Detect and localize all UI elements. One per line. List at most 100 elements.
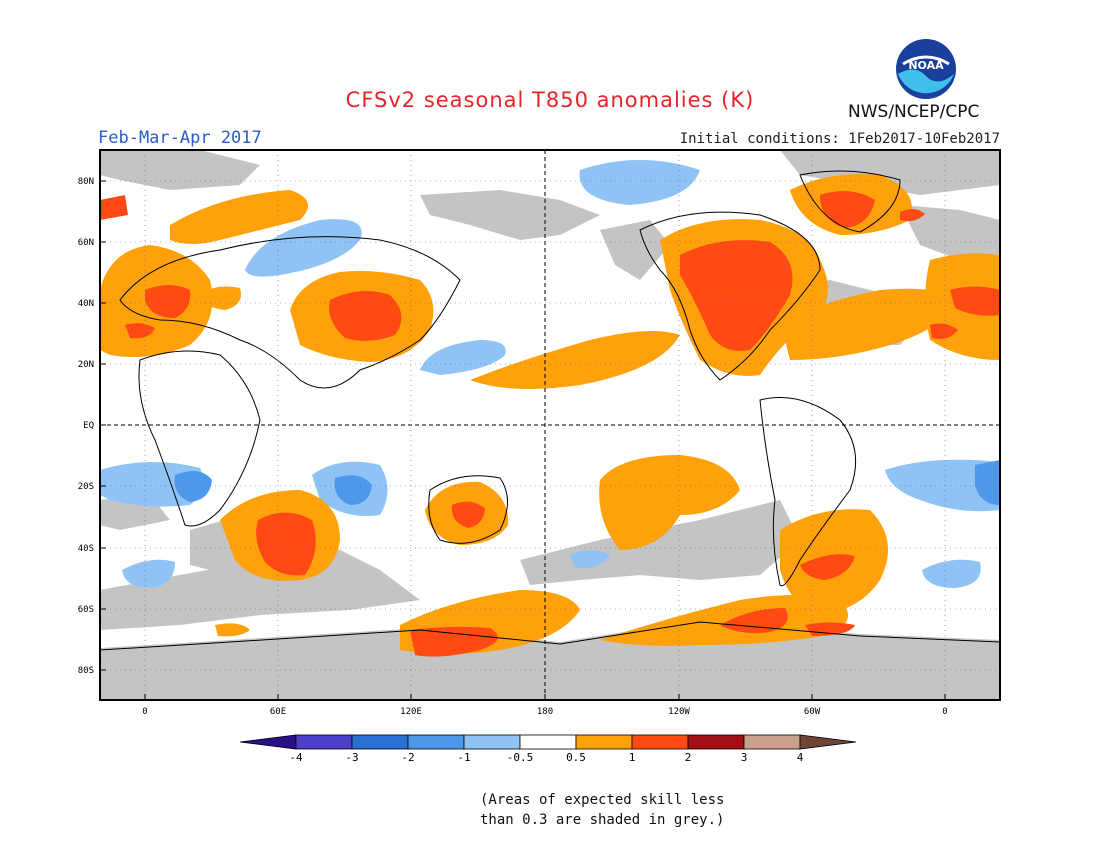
north-america-warm-core <box>680 240 793 351</box>
south-indian-cold-core <box>334 475 372 505</box>
lon-label: 120W <box>668 707 690 717</box>
north-atlantic-cold <box>245 219 362 277</box>
west-asia-warm <box>200 286 241 310</box>
north-atlantic-warm <box>780 288 960 360</box>
south-ocean-cold-east <box>922 559 981 588</box>
south-america-outline <box>759 397 857 587</box>
legend-arrow-right <box>799 734 857 750</box>
siberia-warm <box>170 190 308 244</box>
legend-swatch <box>407 734 465 750</box>
latitude-labels: 80N 60N 40N 20N EQ 20S 40S 60S 80S <box>78 177 106 676</box>
map-title: CFSv2 seasonal T850 anomalies (K) <box>345 88 755 112</box>
noaa-logo-text: NOAA <box>908 59 944 72</box>
warm-anomaly-medium <box>100 191 1000 657</box>
noaa-logo: NOAA <box>896 39 956 99</box>
legend-tick-label: -1 <box>457 751 470 764</box>
north-america-outline <box>639 211 821 381</box>
south-ocean-cold-west <box>122 559 175 588</box>
arctic-grey-east <box>780 150 1000 195</box>
south-atlantic-cold-east <box>885 459 1000 512</box>
cold-anomaly-light <box>100 160 1000 588</box>
legend-tick-label: -0.5 <box>507 751 534 764</box>
legend-tick-label: 1 <box>629 751 636 764</box>
south-pacific-warm <box>599 455 740 550</box>
legend-swatch <box>295 734 353 750</box>
color-legend: -4 -3 -2 -1 -0.5 0.5 1 2 3 4 <box>239 734 857 764</box>
arctic-cold <box>579 160 700 205</box>
legend-tick-label: 2 <box>685 751 692 764</box>
eurasia-warm-core-east <box>950 286 1000 316</box>
siberia-grey <box>900 205 1000 260</box>
initial-conditions: Initial conditions: 1Feb2017-10Feb2017 <box>679 131 1000 147</box>
indian-ocean-south-warm <box>215 623 250 637</box>
lat-label: 40N <box>78 299 94 309</box>
legend-swatch <box>351 734 409 750</box>
lat-label: 20N <box>78 360 94 370</box>
southern-ocean-warm-core <box>410 626 498 657</box>
shading-layer <box>100 150 1000 700</box>
lat-label: 20S <box>78 482 94 492</box>
east-asia-warm-core <box>329 291 402 341</box>
lat-label: 40S <box>78 544 94 554</box>
legend-arrow-left <box>239 734 297 750</box>
legend-tick-label: -3 <box>345 751 358 764</box>
australia-outline <box>428 475 508 544</box>
australia-warm-core <box>451 501 485 528</box>
legend-swatch <box>575 734 633 750</box>
central-pacific-cold <box>570 550 610 569</box>
lat-label: EQ <box>83 421 94 431</box>
cold-anomaly-medium <box>174 460 1000 505</box>
eurasia-warm-core-east-2 <box>930 323 958 339</box>
lat-label: 60S <box>78 605 94 615</box>
legend-tick-label: 0.5 <box>566 751 586 764</box>
southern-africa-warm-core <box>256 512 316 576</box>
lon-label: 0 <box>142 707 147 717</box>
arctic-grey-west <box>100 150 260 190</box>
skill-note-line2: than 0.3 are shaded in grey.) <box>480 812 725 828</box>
legend-swatch <box>631 734 689 750</box>
south-atlantic-warm-core <box>720 608 788 634</box>
legend-swatch <box>743 734 801 750</box>
forecast-period: Feb-Mar-Apr 2017 <box>98 128 262 148</box>
north-pacific-grey <box>600 220 670 280</box>
south-atlantic-cold-west <box>100 461 204 507</box>
south-america-warm-core <box>800 554 855 580</box>
legend-swatch <box>687 734 745 750</box>
lon-label: 0 <box>942 707 947 717</box>
legend-tick-label: -2 <box>401 751 414 764</box>
map-grid <box>100 150 1000 700</box>
arctic-grey-central <box>420 190 600 240</box>
lat-label: 80N <box>78 177 94 187</box>
legend-tick-label: -4 <box>289 751 303 764</box>
legend-tick-label: 3 <box>741 751 748 764</box>
lon-label: 60E <box>270 707 286 717</box>
north-central-pacific-warm <box>470 331 680 389</box>
greenland-outline <box>799 170 901 233</box>
west-europe-warm-edge <box>100 195 128 220</box>
coastlines <box>100 170 1000 651</box>
south-atlantic-cold-core-west <box>174 471 212 502</box>
legend-swatch <box>519 734 577 750</box>
lat-label: 80S <box>78 666 94 676</box>
greenland-warm-core-2 <box>900 208 925 222</box>
lon-label: 120E <box>400 707 422 717</box>
lon-label: 180 <box>537 707 553 717</box>
greenland-warm-core <box>820 191 875 228</box>
southern-ocean-grey-west <box>100 540 420 630</box>
west-pacific-cold <box>420 340 506 375</box>
lon-label: 60W <box>804 707 821 717</box>
lat-label: 60N <box>78 238 94 248</box>
legend-tick-label: 4 <box>797 751 804 764</box>
skill-note-line1: (Areas of expected skill less <box>480 792 725 808</box>
antarctica-outline <box>100 621 1000 651</box>
africa-outline <box>138 350 261 527</box>
south-atlantic-ocean-warm <box>600 595 848 646</box>
legend-swatch <box>463 734 521 750</box>
agency-label: NWS/NCEP/CPC <box>848 102 980 122</box>
south-atlantic-cold-core-east <box>975 460 1000 505</box>
europe-warm-core <box>145 285 191 318</box>
eurasia-outline <box>119 236 461 389</box>
europe-warm-core-2 <box>125 323 155 339</box>
longitude-labels: 0 60E 120E 180 120W 60W 0 <box>142 694 948 717</box>
